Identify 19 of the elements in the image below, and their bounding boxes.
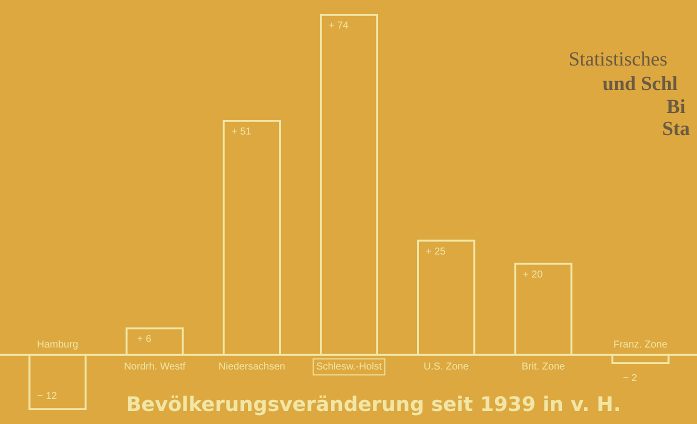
annotation: und Schl xyxy=(602,73,678,96)
annotation: Sta xyxy=(662,118,690,140)
annotation: Statistisches xyxy=(568,48,668,70)
data-label: + 25 xyxy=(426,246,446,258)
data-label: + 6 xyxy=(137,334,152,345)
x-tick-label: Franz. Zone xyxy=(613,340,668,351)
x-tick-label: Niedersachsen xyxy=(218,362,286,373)
data-label: − 12 xyxy=(37,390,58,402)
data-label: − 2 xyxy=(622,372,638,384)
x-tick-label: Nordrh. Westf xyxy=(124,362,186,373)
text: Bevölkerungsveränderung seit 1939 in v. H. xyxy=(126,392,621,416)
x-tick-label: Schlesw.-Holst xyxy=(316,362,382,373)
annotation: Bi xyxy=(666,96,686,118)
x-tick-label: Brit. Zone xyxy=(522,362,566,373)
x-tick-label: U.S. Zone xyxy=(424,362,470,373)
data-label: + 51 xyxy=(231,126,252,138)
data-label: + 74 xyxy=(328,20,349,32)
x-tick-label: Hamburg xyxy=(37,340,78,351)
data-label: + 20 xyxy=(522,269,544,280)
